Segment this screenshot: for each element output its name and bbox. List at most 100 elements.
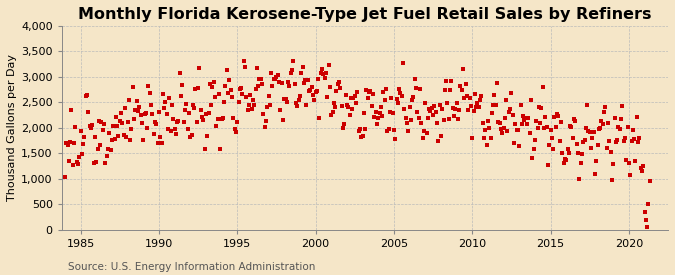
Point xyxy=(354,126,365,131)
Point xyxy=(276,81,287,86)
Point xyxy=(66,108,77,112)
Point xyxy=(228,116,239,120)
Point xyxy=(378,90,389,94)
Point xyxy=(410,86,421,90)
Point xyxy=(182,127,193,131)
Point xyxy=(374,111,385,116)
Point xyxy=(240,65,250,69)
Point xyxy=(283,80,294,84)
Point xyxy=(107,138,117,142)
Point xyxy=(213,92,224,96)
Point xyxy=(280,97,291,101)
Point xyxy=(400,116,411,120)
Point xyxy=(189,106,200,110)
Point xyxy=(635,166,646,170)
Point xyxy=(113,134,124,139)
Point xyxy=(261,119,271,123)
Point xyxy=(266,71,277,75)
Point xyxy=(408,95,419,99)
Point xyxy=(423,116,433,121)
Point xyxy=(443,117,454,121)
Point xyxy=(472,101,483,106)
Point xyxy=(497,131,508,135)
Point xyxy=(375,104,386,109)
Point xyxy=(129,117,140,121)
Point xyxy=(365,89,376,93)
Point xyxy=(195,108,206,112)
Point xyxy=(368,92,379,96)
Point xyxy=(302,78,313,82)
Point xyxy=(318,72,329,76)
Point xyxy=(625,173,636,177)
Point xyxy=(451,101,462,105)
Point xyxy=(469,92,480,97)
Point xyxy=(568,117,579,121)
Point xyxy=(593,126,604,131)
Point xyxy=(186,133,197,138)
Point xyxy=(272,72,283,77)
Point xyxy=(592,143,603,147)
Point xyxy=(147,111,158,116)
Point xyxy=(421,131,432,135)
Point xyxy=(459,96,470,100)
Point xyxy=(319,76,330,80)
Point xyxy=(548,147,559,151)
Point xyxy=(298,80,309,85)
Point xyxy=(245,93,256,97)
Point xyxy=(327,110,338,114)
Point xyxy=(78,142,88,146)
Point xyxy=(203,111,214,115)
Point xyxy=(430,109,441,114)
Point xyxy=(99,122,109,126)
Point xyxy=(551,112,562,116)
Point xyxy=(198,118,209,122)
Point xyxy=(407,97,418,102)
Point xyxy=(441,79,452,83)
Point xyxy=(79,134,90,139)
Point xyxy=(356,135,367,140)
Point xyxy=(76,152,87,156)
Point xyxy=(83,110,94,115)
Point xyxy=(395,91,406,95)
Point xyxy=(382,129,393,134)
Point xyxy=(343,105,354,109)
Point xyxy=(512,127,523,132)
Point xyxy=(578,140,589,144)
Point xyxy=(392,101,403,105)
Point xyxy=(533,104,544,109)
Point xyxy=(532,126,543,130)
Point xyxy=(242,108,253,112)
Point xyxy=(404,105,415,109)
Point xyxy=(191,120,202,124)
Point xyxy=(59,175,70,179)
Point xyxy=(434,102,445,107)
Point xyxy=(631,115,642,120)
Point xyxy=(632,140,643,144)
Point xyxy=(582,103,593,108)
Point xyxy=(583,129,594,133)
Point xyxy=(256,82,267,87)
Point xyxy=(442,101,453,106)
Point xyxy=(490,103,501,107)
Point xyxy=(119,106,130,111)
Point xyxy=(132,109,143,113)
Point xyxy=(634,136,645,140)
Point xyxy=(357,134,368,138)
Point xyxy=(463,108,474,112)
Point xyxy=(258,112,269,116)
Point xyxy=(308,93,319,97)
Point xyxy=(267,84,278,88)
Point xyxy=(639,210,650,214)
Point xyxy=(348,96,359,100)
Point xyxy=(115,111,126,115)
Point xyxy=(437,107,448,112)
Point xyxy=(645,178,655,183)
Point xyxy=(505,107,516,111)
Point xyxy=(402,121,412,125)
Point xyxy=(386,95,397,100)
Point xyxy=(313,77,323,82)
Point xyxy=(174,70,185,75)
Point xyxy=(310,89,321,94)
Point xyxy=(96,120,107,125)
Point xyxy=(637,169,647,173)
